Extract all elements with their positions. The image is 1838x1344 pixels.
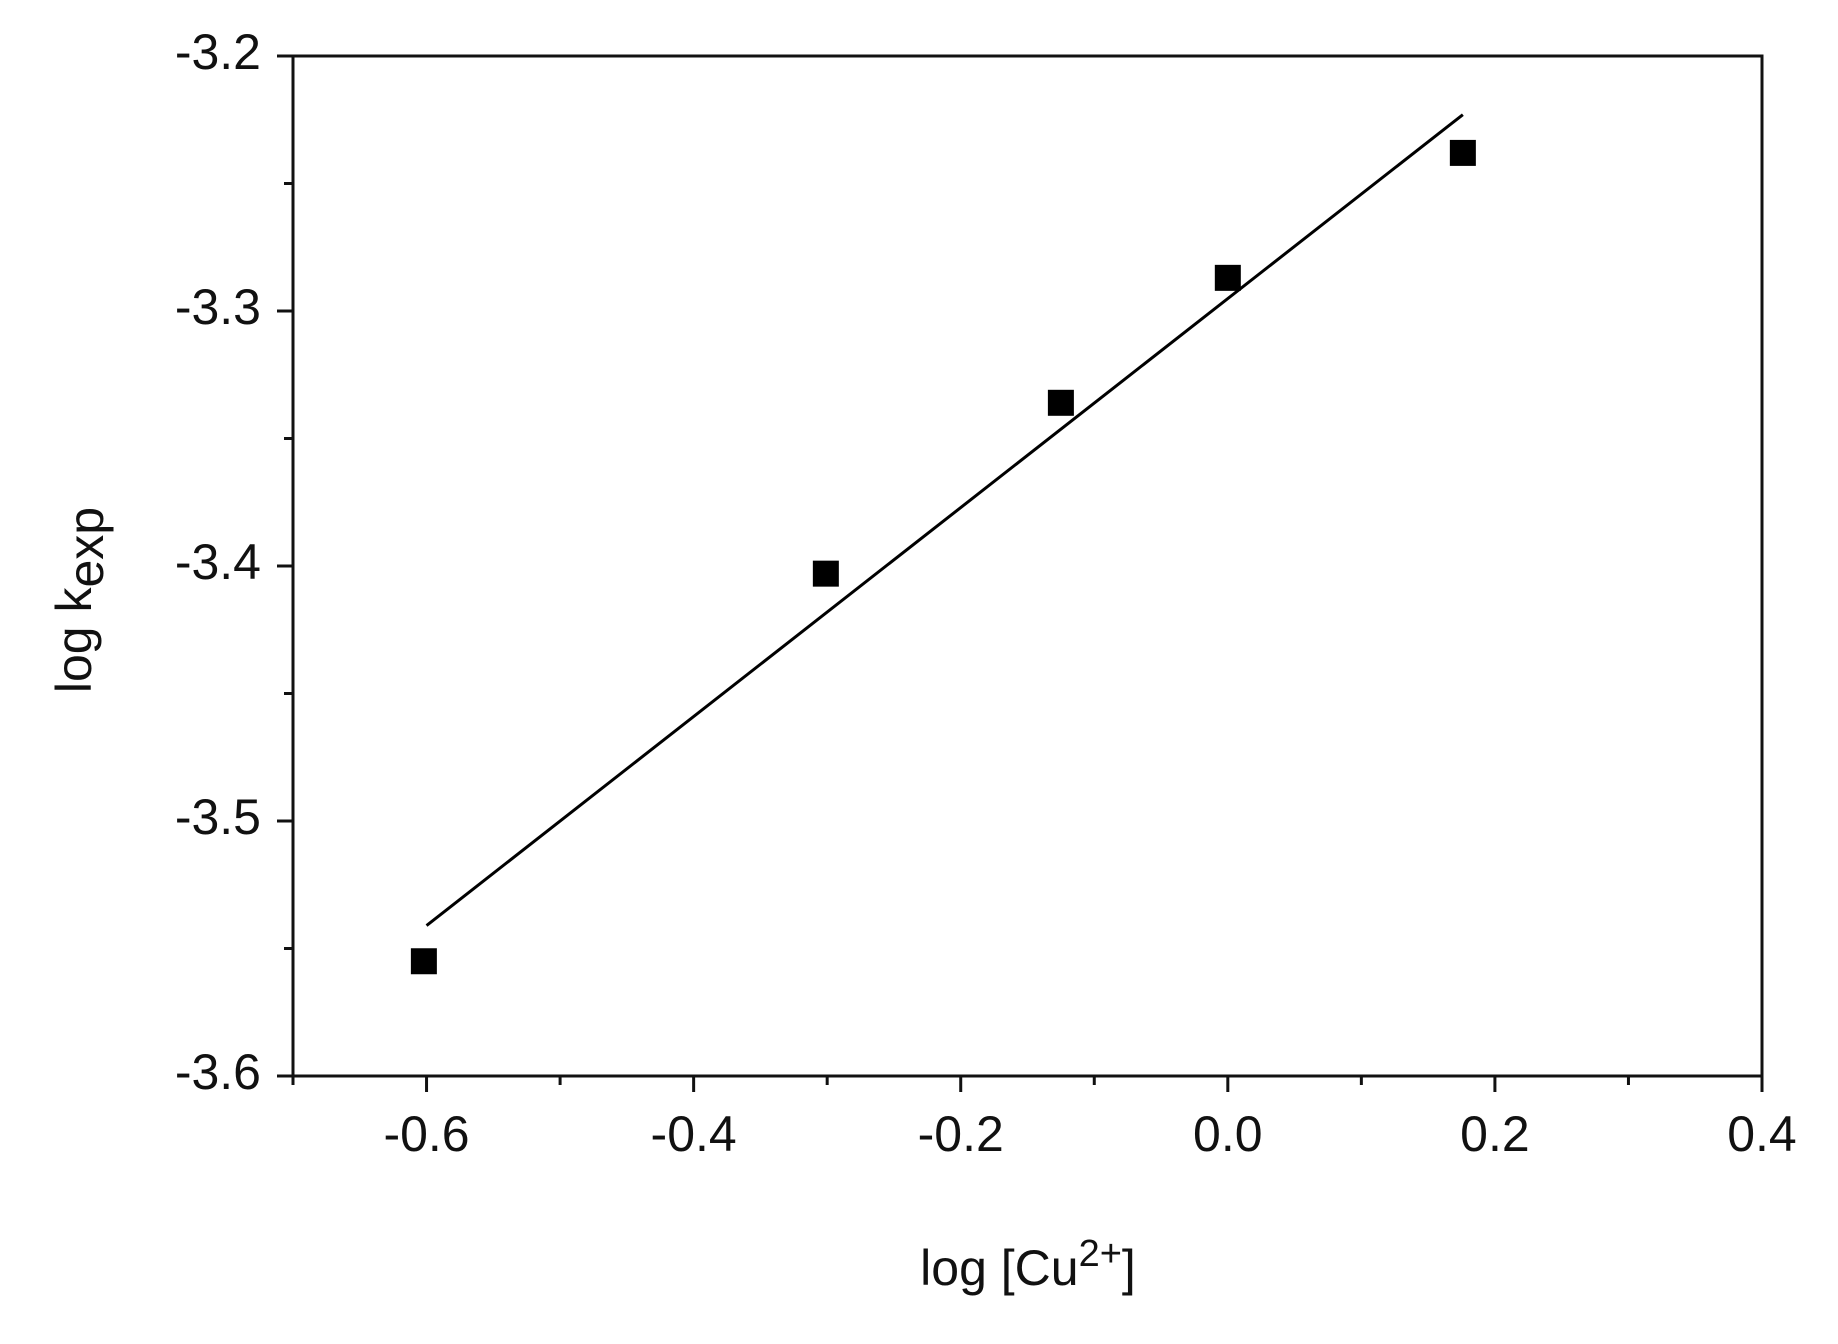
y-tick-label: -3.5 [175, 789, 261, 845]
data-point [1449, 139, 1476, 166]
x-label-text: log [Cu [920, 1240, 1078, 1296]
x-tick-label: -0.4 [651, 1106, 737, 1162]
x-tick-label: -0.2 [918, 1106, 1004, 1162]
plot-frame [291, 54, 1764, 1078]
y-tick-label: -3.3 [175, 279, 261, 335]
x-label-suffix: ] [1122, 1240, 1136, 1296]
x-tick-label: 0.0 [1193, 1106, 1263, 1162]
x-label-superscript: 2+ [1079, 1233, 1122, 1275]
fit-line [425, 113, 1464, 927]
y-axis-label: log kexp [46, 507, 114, 693]
y-label-subscript: exp [58, 507, 114, 588]
y-tick-label: -3.4 [175, 534, 261, 590]
x-axis-label: log [Cu2+] [920, 1233, 1136, 1296]
data-point [812, 560, 839, 587]
data-point [1047, 389, 1074, 416]
y-tick-label: -3.6 [175, 1044, 261, 1100]
x-tick-label: 0.2 [1460, 1106, 1530, 1162]
x-tick-label: 0.4 [1727, 1106, 1797, 1162]
data-point [1214, 264, 1241, 291]
y-label-text: log k [46, 587, 102, 694]
y-tick-label: -3.2 [175, 24, 261, 80]
x-tick-label: -0.6 [383, 1106, 469, 1162]
data-point [410, 948, 437, 975]
